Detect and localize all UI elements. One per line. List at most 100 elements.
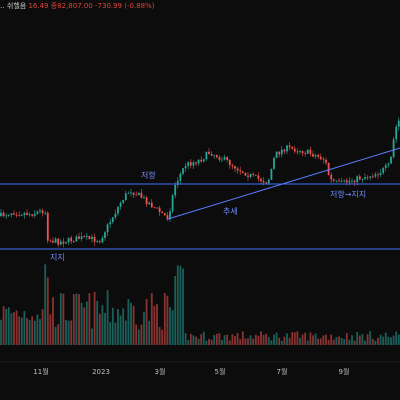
volume-bar [85,301,88,345]
candle-body [104,232,106,238]
volume-bar [374,340,377,345]
volume-bar [88,293,91,345]
volume-bar [366,334,369,345]
volume-bar [332,339,335,345]
volume-bar [267,337,270,345]
volume-bar [158,326,161,345]
candle-body [241,171,244,173]
candle-body [101,237,104,243]
x-tick-label: 5월 [215,367,226,376]
volume-bar [143,311,145,345]
candle-body [88,235,91,239]
volume-bar [52,297,54,345]
volume-bar [23,311,26,345]
volume-bar [327,339,330,345]
volume-bar [44,264,47,345]
volume-bar [377,337,379,345]
candle-body [62,241,65,244]
volume-bar [283,336,286,345]
candle-body [231,165,234,167]
candle-body [85,235,88,238]
volume-bar [33,320,36,345]
volume-bar [174,276,177,345]
candle-body [358,176,361,180]
candle-body [28,214,31,216]
volume-bar [384,332,387,345]
volume-bar [213,335,216,345]
volume-bar [301,334,304,345]
volume-bar [140,324,143,345]
volume-bar [249,335,252,345]
candle-body [169,211,171,220]
volume-bar [265,333,268,345]
volume-bar [83,307,86,345]
volume-bar [192,335,195,345]
candle-body [111,217,114,223]
volume-bar [278,337,281,345]
candle-body [39,210,41,212]
symbol-title-fragment: ‥ 쉬헬음 [0,2,27,10]
candle-body [325,159,327,163]
volume-bar [163,293,166,345]
volume-bar [304,332,307,345]
volume-bar [109,322,112,345]
candle-body [143,197,145,199]
volume-bar [296,331,299,345]
x-tick-label: 11월 [33,367,48,376]
candle-body [330,174,333,180]
volume-bar [150,292,153,345]
candle-body [278,151,281,155]
candle-body [57,238,60,245]
volume-bar [122,308,125,345]
candle-body [213,154,216,156]
volume-bar [226,334,229,345]
candle-body [31,214,34,216]
drawn-lines [0,147,400,250]
candle-body [366,177,369,179]
volume-bar [293,332,296,345]
x-tick-label: 3월 [155,367,166,376]
candle-body [343,180,346,182]
quote-readout: 16.49 종82,807.00 -730.99 (-0.88%) [28,2,155,10]
volume-bar [18,316,21,345]
volume-bar [182,268,184,345]
candle-body [244,172,247,176]
volume-bar [312,335,314,345]
volume-bar [275,332,278,345]
volume-bar [46,277,49,345]
volume-bar [353,340,356,345]
candle-body [161,212,164,214]
volume-bar [291,332,294,345]
volume-bar [104,313,106,345]
candle-body [10,213,13,215]
annotation-label: 저항→지지 [330,190,366,199]
candle-body [317,155,320,157]
candle-body [130,192,132,194]
candle-body [46,212,49,241]
candle-body [49,240,52,242]
candle-body [283,149,286,152]
candle-body [36,211,39,214]
volume-bar [364,340,366,345]
candle-body [304,153,307,154]
volume-bar [361,334,364,345]
volume-bar [20,317,23,345]
volume-bar [392,335,395,345]
candle-body [18,215,21,216]
volume-bar [2,306,5,345]
volume-bar [114,322,117,345]
candle-body [174,185,177,196]
volume-bar [101,305,104,345]
candle-body [392,139,395,157]
candle-body [98,241,101,243]
volume-bar [127,299,130,345]
candle-body [80,236,83,240]
candle-body [67,237,70,243]
volume-bar [119,315,122,345]
candle-body [247,175,249,177]
candle-body [23,212,26,216]
annotation-label: 지지 [50,253,65,262]
volume-bar [325,334,327,345]
